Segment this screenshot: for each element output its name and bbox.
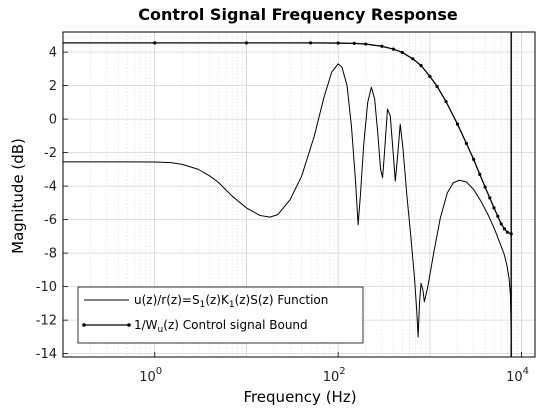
- x-tick-labels: 100 102 104: [139, 352, 529, 385]
- series-bound-point: [496, 214, 500, 218]
- legend-box: [77, 286, 364, 344]
- y-tick-label: 4: [49, 46, 57, 61]
- series-bound-point: [444, 99, 448, 104]
- series-bound-point: [455, 122, 460, 126]
- series-bound-point: [352, 41, 356, 45]
- x-axis-label: Frequency (Hz): [243, 388, 356, 406]
- series-bound-point: [502, 227, 507, 231]
- y-axis-label: Magnitude (dB): [9, 138, 27, 254]
- series-bound-point: [244, 41, 249, 45]
- chart-title: Control Signal Frequency Response: [138, 5, 458, 24]
- series-bound-point: [336, 41, 340, 45]
- series-bound-point: [483, 185, 487, 189]
- legend-swatch-bound-dot-left: [82, 323, 86, 327]
- y-tick-label: -10: [36, 280, 57, 295]
- legend-label-bound: 1/Wu(z) Control signal Bound: [134, 318, 308, 335]
- series-bound-point: [153, 41, 157, 45]
- series-bound-point: [492, 206, 496, 210]
- series-bound-point: [308, 41, 313, 45]
- series-bound-point: [505, 230, 509, 234]
- series-bound-point: [411, 57, 415, 61]
- series-bound-point: [364, 42, 368, 46]
- series-bound-point: [478, 172, 482, 176]
- x-tick-label: 104: [506, 366, 529, 385]
- x-tick-label: 100: [139, 366, 162, 385]
- series-bound-point: [435, 84, 439, 89]
- y-tick-label: -6: [44, 213, 57, 228]
- series-bound-point: [428, 74, 432, 78]
- y-tick-label: 0: [49, 113, 57, 128]
- y-tick-labels: 4 2 0 -2 -4 -6 -8 -10 -12 -14: [36, 46, 57, 363]
- series-layer: [63, 41, 513, 358]
- series-bound-point: [488, 196, 492, 200]
- plot-frame: [62, 31, 536, 358]
- series-bound-point: [419, 63, 423, 68]
- y-tick-label: -4: [44, 180, 57, 195]
- legend: u(z)/r(z)=S1(z)K1(z)S(z) Function 1/Wu(z…: [77, 286, 364, 344]
- series-bound-point: [380, 44, 384, 48]
- series-bound-point: [464, 141, 468, 146]
- legend-label-function: u(z)/r(z)=S1(z)K1(z)S(z) Function: [134, 293, 328, 310]
- series-bound-point: [499, 222, 503, 226]
- series-bound-point: [391, 47, 395, 51]
- series-bound-point: [472, 157, 476, 161]
- y-tick-label: -8: [44, 247, 57, 262]
- y-tick-label: 2: [49, 79, 57, 94]
- legend-swatch-bound-dot-right: [127, 323, 131, 327]
- y-tick-label: -12: [36, 314, 57, 329]
- y-tick-label: -14: [36, 347, 57, 362]
- y-tick-label: -2: [44, 146, 57, 161]
- series-bound-point: [400, 50, 404, 55]
- x-tick-label: 102: [323, 366, 346, 385]
- series-line-function: [63, 63, 512, 358]
